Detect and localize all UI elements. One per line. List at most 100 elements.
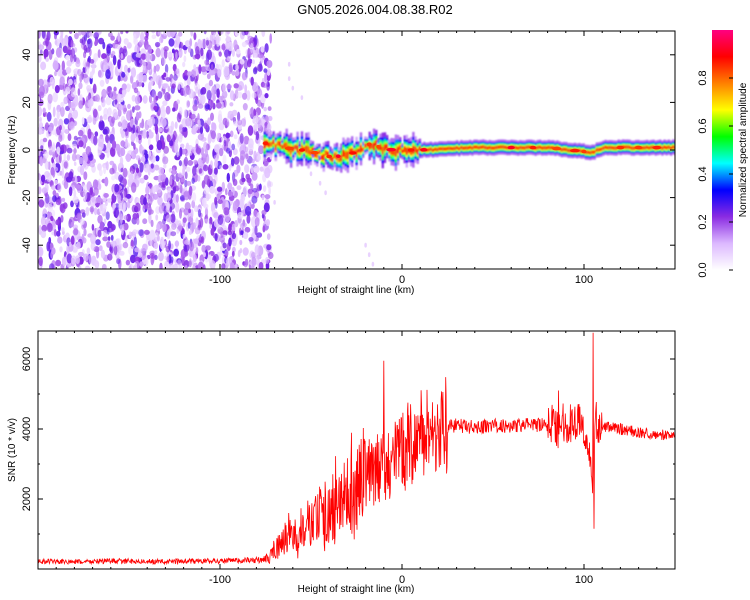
noise-speckle	[210, 130, 216, 140]
noise-speckle	[185, 180, 192, 186]
noise-speckle	[114, 99, 118, 105]
noise-speckle	[229, 102, 234, 107]
noise-speckle	[218, 122, 225, 131]
stray-speckle	[318, 180, 322, 186]
noise-speckle	[228, 237, 232, 247]
noise-speckle	[107, 107, 112, 117]
noise-speckle	[64, 36, 69, 46]
x-tick-label: 0	[399, 574, 405, 586]
noise-speckle	[229, 262, 235, 269]
noise-speckle	[48, 126, 53, 132]
noise-speckle	[191, 146, 197, 154]
stray-speckle	[309, 171, 313, 177]
noise-speckle	[250, 166, 254, 174]
noise-speckle	[133, 236, 137, 247]
spectrogram-panel: -100 0 100 -40 -20 0 20 40 Height of straight l…	[7, 30, 676, 296]
noise-speckle	[68, 31, 73, 34]
snr-series-line	[38, 332, 675, 566]
noise-speckle	[154, 254, 158, 260]
y-tick-label: 20	[21, 96, 33, 108]
noise-speckle	[51, 185, 57, 191]
band-peak	[570, 148, 580, 153]
noise-speckle	[222, 230, 228, 235]
noise-speckle	[46, 111, 52, 122]
noise-speckle	[120, 167, 124, 173]
band-peak	[407, 148, 415, 152]
noise-speckle	[144, 153, 149, 160]
noise-speckle	[174, 240, 180, 247]
noise-speckle	[253, 108, 257, 118]
band-cell	[608, 145, 612, 150]
noise-speckle	[70, 101, 77, 109]
noise-speckle	[202, 153, 206, 159]
noise-speckle	[97, 105, 102, 112]
snr-axes: -100 0 100 2000 4000 6000	[21, 331, 675, 586]
noise-speckle	[111, 224, 116, 231]
band-cell	[460, 145, 463, 150]
band-cell	[440, 147, 443, 151]
noise-speckle	[54, 71, 57, 77]
noise-speckle	[98, 183, 102, 190]
band-cell	[396, 146, 400, 154]
noise-speckle	[79, 73, 83, 83]
noise-speckle	[66, 154, 71, 161]
stray-speckle	[371, 261, 375, 267]
noise-speckle	[239, 31, 245, 40]
noise-speckle	[251, 171, 258, 181]
noise-speckle	[171, 83, 176, 89]
noise-speckle	[157, 91, 163, 99]
noise-speckle	[145, 51, 151, 63]
noise-speckle	[251, 59, 255, 65]
noise-speckle	[165, 77, 171, 82]
band-cell	[626, 145, 629, 149]
noise-speckle	[139, 122, 144, 128]
noise-speckle	[252, 188, 258, 193]
noise-speckle	[172, 167, 176, 176]
noise-speckle	[250, 183, 254, 190]
noise-speckle	[103, 114, 108, 121]
band-cell	[458, 147, 461, 151]
noise-speckle	[207, 117, 212, 126]
noise-speckle	[68, 121, 75, 131]
noise-speckle	[139, 177, 145, 184]
noise-speckle	[217, 199, 223, 205]
noise-speckle	[93, 135, 98, 146]
noise-speckle	[192, 254, 197, 263]
noise-speckle	[47, 93, 53, 104]
noise-speckle	[54, 166, 59, 172]
noise-speckle	[166, 256, 170, 262]
band-cell	[527, 145, 531, 149]
noise-speckle	[73, 161, 77, 166]
noise-speckle	[218, 51, 222, 57]
noise-speckle	[210, 227, 215, 236]
noise-speckle	[78, 100, 84, 109]
noise-speckle	[90, 201, 96, 208]
noise-speckle	[143, 197, 147, 206]
noise-speckle	[91, 223, 95, 231]
noise-speckle	[204, 218, 210, 224]
noise-speckle	[89, 59, 95, 64]
noise-speckle	[243, 135, 250, 145]
noise-speckle	[114, 111, 118, 120]
noise-speckle	[146, 131, 150, 139]
noise-speckle	[217, 224, 221, 230]
noise-speckle	[99, 221, 104, 231]
noise-speckle	[117, 93, 122, 103]
noise-speckle	[143, 174, 149, 181]
noise-speckle	[134, 260, 140, 269]
noise-speckle	[166, 230, 171, 240]
noise-speckle	[107, 227, 110, 235]
noise-speckle	[117, 75, 121, 82]
noise-speckle	[158, 251, 164, 262]
noise-speckle	[128, 265, 132, 269]
noise-speckle	[243, 31, 249, 36]
noise-speckle	[251, 251, 256, 259]
noise-speckle	[114, 183, 120, 193]
noise-speckle	[120, 213, 123, 224]
noise-speckle	[213, 154, 219, 162]
noise-speckle	[66, 147, 73, 154]
noise-speckle	[226, 31, 231, 35]
noise-speckle	[232, 200, 238, 212]
noise-speckle	[266, 74, 271, 82]
band-cell	[311, 147, 315, 152]
